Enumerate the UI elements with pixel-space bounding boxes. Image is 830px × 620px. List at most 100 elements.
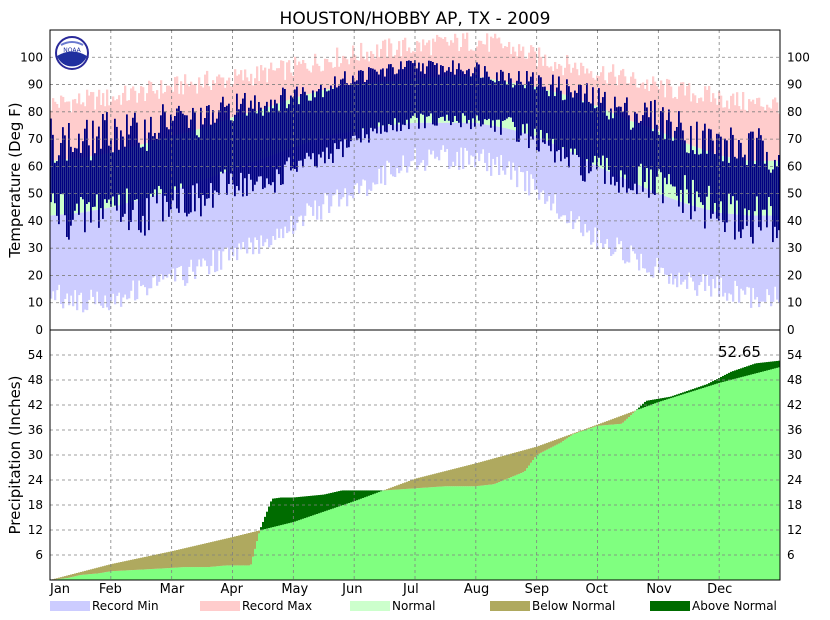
below-normal-bar [154,554,157,569]
record-max-bar [492,38,495,80]
record-min-bar [602,168,605,249]
observed-precip-bar [618,423,621,580]
record-min-bar [102,208,105,309]
record-max-bar [546,66,549,91]
above-normal-bar [720,376,723,383]
record-min-bar [412,122,415,161]
observed-bar [672,140,674,187]
record-min-bar [274,153,277,240]
below-normal-bar [552,440,555,447]
record-max-bar [128,100,131,148]
below-normal-bar [412,479,415,489]
record-min-bar [620,176,623,242]
record-max-bar [432,38,435,78]
below-normal-bar [630,412,633,416]
below-normal-bar [392,486,395,490]
observed-precip-bar [126,570,129,580]
below-normal-bar [62,576,65,579]
above-normal-bar [746,366,749,376]
record-min-bar [444,122,447,152]
observed-precip-bar [762,371,765,580]
observed-bar [116,126,118,211]
record-max-bar [510,54,513,83]
record-min-bar [302,143,305,227]
precipitation-tick-label-right: 48 [787,373,802,387]
record-min-bar [564,149,567,216]
observed-bar [518,71,520,142]
above-normal-bar [728,372,731,381]
below-normal-bar [90,569,93,575]
record-max-bar [584,73,587,102]
observed-precip-bar [326,510,329,580]
above-normal-bar [278,497,281,526]
record-min-bar [440,122,443,150]
record-max-bar [298,61,301,97]
record-min-bar [156,194,159,286]
record-max-bar [140,86,143,145]
observed-bar [756,137,758,197]
below-normal-bar [546,442,549,450]
below-normal-bar [470,464,473,487]
observed-bar [696,121,698,192]
below-normal-bar [586,428,589,430]
record-max-bar [660,80,663,133]
above-normal-bar [332,492,335,509]
below-normal-bar [572,433,575,435]
record-min-bar [482,124,485,150]
observed-precip-bar [366,496,369,580]
observed-series [50,60,780,244]
below-normal-bar [562,437,565,442]
record-min-bar [584,159,587,225]
above-normal-bar [768,361,771,370]
observed-bar [550,84,552,152]
observed-precip-bar [60,578,63,580]
observed-precip-bar [608,424,611,580]
observed-precip-bar [374,493,377,580]
record-min-bar [334,134,337,195]
record-max-bar [514,51,517,84]
observed-precip-bar [294,521,297,580]
above-normal-bar [370,490,373,496]
observed-precip-bar [116,570,119,580]
record-max-bar [246,77,249,114]
observed-precip-bar [120,570,123,580]
observed-bar [652,131,654,195]
below-normal-bar [384,489,387,491]
record-max-bar [196,93,199,130]
record-min-bar [124,203,127,295]
record-min-bar [192,183,195,272]
record-min-bar [202,179,205,259]
observed-bar [288,104,290,158]
observed-precip-bar [252,556,255,580]
observed-bar [680,122,682,190]
below-normal-bar [440,472,443,487]
legend-label: Record Min [92,599,159,613]
record-max-bar [318,65,321,92]
observed-bar [716,133,718,219]
record-max-bar [124,85,127,149]
observed-precip-bar [164,568,167,580]
observed-bar [642,115,644,192]
observed-precip-bar [406,488,409,580]
below-normal-bar [230,537,233,566]
record-max-bar [90,91,93,157]
record-max-bar [480,40,483,78]
record-max-bar [332,67,335,89]
record-min-bar [314,139,317,201]
below-normal-bar [54,578,57,580]
observed-bar [292,97,294,169]
observed-precip-bar [96,573,99,580]
record-max-bar [184,74,187,133]
observed-bar [620,106,622,171]
legend-label: Record Max [242,599,312,613]
observed-precip-bar [600,425,603,580]
record-min-bar [642,186,645,269]
observed-bar [702,130,704,205]
observed-precip-bar [420,487,423,580]
observed-bar [220,102,222,172]
observed-bar [134,112,136,200]
observed-precip-bar [334,507,337,580]
record-min-bar [754,215,757,300]
record-min-bar [644,187,647,269]
observed-precip-bar [764,370,767,580]
